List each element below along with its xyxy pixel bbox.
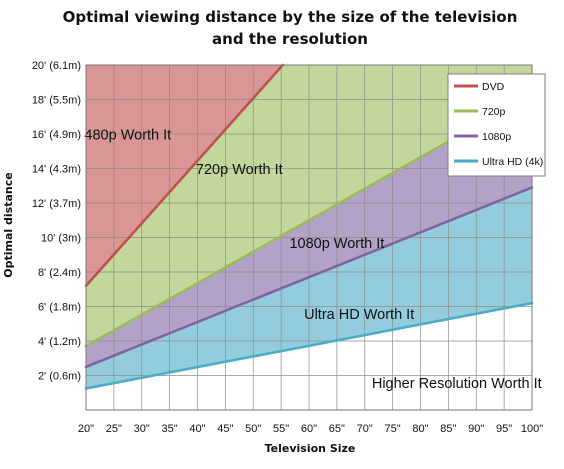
x-axis-title: Television Size — [265, 442, 356, 455]
x-tick-label: 85" — [440, 423, 456, 435]
legend-entry: 1080p — [482, 131, 511, 143]
x-tick-label: 20" — [78, 423, 94, 435]
x-tick-label: 90" — [468, 423, 484, 435]
series-line-1 — [84, 63, 285, 288]
x-tick-label: 95" — [496, 423, 512, 435]
region-label-1: 480p Worth It — [84, 128, 171, 144]
x-tick-label: 100" — [521, 423, 543, 435]
x-tick-label: 35" — [162, 423, 178, 435]
legend-entry: DVD — [482, 81, 505, 93]
x-tick-label: 25" — [106, 423, 122, 435]
legend: DVD 720p 1080p Ultra HD (4k) — [447, 73, 546, 177]
x-tick-label: 50" — [245, 423, 261, 435]
chart-title-line-2: and the resolution — [212, 30, 368, 48]
x-tick-label: 70" — [357, 423, 373, 435]
y-tick-label: 4' (1.2m) — [38, 336, 81, 348]
chart-title-line-1: Optimal viewing distance by the size of … — [63, 8, 518, 26]
y-tick-label: 16' (4.9m) — [32, 129, 81, 141]
x-tick-label: 75" — [385, 423, 401, 435]
y-tick-label: 12' (3.7m) — [32, 198, 81, 210]
series-line-4 — [84, 301, 534, 390]
y-tick-label: 6' (1.8m) — [38, 302, 81, 314]
region-label-5: Higher Resolution Worth It — [372, 376, 542, 392]
axes: 20" 25" 30" 35" 40" 45" 50" 55" 60" 65" 70" 75" 80" 8… — [32, 60, 543, 435]
x-tick-label: 65" — [329, 423, 345, 435]
series-line-3 — [84, 186, 534, 369]
x-tick-label: 60" — [301, 423, 317, 435]
region-label-3: 1080p Worth It — [289, 236, 384, 252]
legend-entry: 720p — [482, 106, 506, 118]
y-tick-label: 14' (4.3m) — [32, 164, 81, 176]
x-tick-label: 45" — [217, 423, 233, 435]
y-tick-label: 10' (3m) — [41, 233, 81, 245]
y-axis-title: Optimal distance — [2, 172, 15, 277]
region-label-4: Ultra HD Worth It — [304, 307, 414, 323]
y-tick-label: 2' (0.6m) — [38, 371, 81, 383]
x-tick-label: 55" — [273, 423, 289, 435]
plot-frame — [85, 64, 533, 411]
x-tick-label: 80" — [412, 423, 428, 435]
x-tick-label: 30" — [134, 423, 150, 435]
region-label-2: 720p Worth It — [196, 162, 283, 178]
legend-box — [447, 73, 546, 177]
x-tick-label: 40" — [189, 423, 205, 435]
y-tick-label: 8' (2.4m) — [38, 267, 81, 279]
y-tick-label: 20' (6.1m) — [32, 60, 81, 72]
y-tick-label: 18' (5.5m) — [32, 95, 81, 107]
legend-entry: Ultra HD (4k) — [482, 156, 543, 168]
region-labels: 480p Worth It 720p Worth It 1080p Worth It… — [84, 128, 541, 392]
